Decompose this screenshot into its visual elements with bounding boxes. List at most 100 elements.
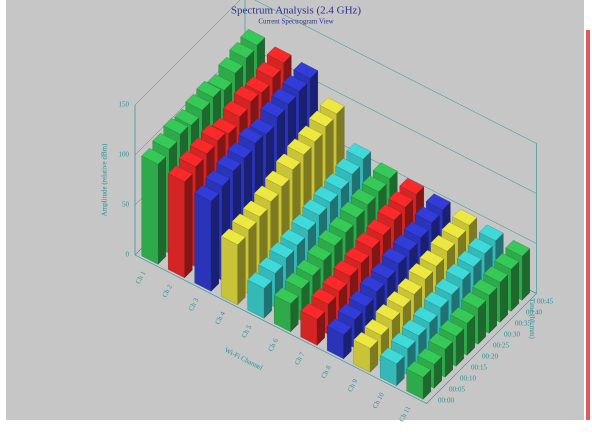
bar-side xyxy=(488,287,497,334)
bar-top xyxy=(423,291,449,308)
bar-top xyxy=(174,109,200,126)
bar xyxy=(273,287,299,333)
bar-top xyxy=(456,250,482,267)
bar-top xyxy=(328,216,354,233)
bar-top xyxy=(322,275,348,292)
bar-top xyxy=(401,319,427,336)
bar-top xyxy=(505,240,531,257)
z-axis-title: Time (hh:mm) xyxy=(528,298,536,339)
bar-top xyxy=(249,118,275,135)
edge-bar xyxy=(586,30,590,420)
bar-top xyxy=(346,143,372,160)
bar-top xyxy=(152,133,178,150)
bar-top xyxy=(386,291,412,308)
bar-top xyxy=(293,62,319,79)
z-tick-label: 00:35 xyxy=(515,320,531,328)
bar-top xyxy=(286,138,312,155)
bar-top xyxy=(258,257,284,274)
bar-top xyxy=(366,219,392,236)
bar-top xyxy=(361,175,387,192)
bar-top xyxy=(450,307,476,324)
bar-top xyxy=(244,76,270,93)
bar-front xyxy=(221,236,238,306)
bar-top xyxy=(311,288,337,305)
bar-top xyxy=(163,118,189,135)
bar-top xyxy=(308,110,334,127)
bar xyxy=(326,318,352,360)
y-tick-label: 100 xyxy=(119,151,130,159)
bar-top xyxy=(185,94,211,111)
chart-title: Spectrum Analysis (2.4 GHz) xyxy=(231,5,361,17)
bar-top xyxy=(350,188,376,205)
bar-top xyxy=(271,88,297,105)
bar-top xyxy=(483,266,509,283)
chart-subtitle: Current Spectrogram View xyxy=(258,18,334,26)
bar-top xyxy=(233,85,259,102)
bar-top xyxy=(326,318,352,335)
bar-top xyxy=(388,191,414,208)
bar-top xyxy=(218,57,244,74)
z-tick-label: 00:10 xyxy=(460,375,476,383)
bar-top xyxy=(216,155,242,172)
bar-top xyxy=(291,214,317,231)
bar-top xyxy=(302,199,328,216)
bar-top xyxy=(229,42,255,59)
bar-top xyxy=(337,303,363,320)
bar-top xyxy=(339,201,365,218)
bar-top xyxy=(403,221,429,238)
bar-side xyxy=(157,156,166,265)
bar-top xyxy=(408,263,434,280)
bar xyxy=(141,148,167,265)
y-tick-label: 50 xyxy=(122,201,130,209)
bar-top xyxy=(196,81,222,98)
bar-top xyxy=(141,148,167,165)
bar-top xyxy=(439,320,465,337)
bar-top xyxy=(189,137,215,154)
bar-top xyxy=(284,272,310,289)
bar-front xyxy=(141,155,159,265)
bar-top xyxy=(247,272,273,289)
bar-top xyxy=(417,348,443,365)
z-tick-label: 00:25 xyxy=(493,342,509,350)
bar-top xyxy=(238,127,264,144)
bar-top xyxy=(207,74,233,91)
bar-side xyxy=(210,193,219,292)
grid-line xyxy=(134,0,537,144)
bar-top xyxy=(282,75,308,92)
bar xyxy=(353,332,379,373)
bar xyxy=(194,185,220,292)
bar-top xyxy=(359,275,385,292)
z-tick-label: 00:45 xyxy=(537,298,553,306)
bar xyxy=(220,228,246,306)
bar xyxy=(300,303,326,346)
bar-top xyxy=(372,162,398,179)
bar-top xyxy=(461,292,487,309)
bar-front xyxy=(168,173,185,279)
y-tick-label: 150 xyxy=(119,101,130,109)
bar-top xyxy=(227,142,253,159)
bar-top xyxy=(355,232,381,249)
bar-top xyxy=(381,247,407,264)
bar-top xyxy=(441,222,467,239)
bar-top xyxy=(406,361,432,378)
bar-top xyxy=(313,186,339,203)
bar xyxy=(167,165,193,279)
bar-top xyxy=(260,101,286,118)
bar-top xyxy=(353,332,379,349)
bar-top xyxy=(397,278,423,295)
bar-top xyxy=(178,150,204,167)
bar-top xyxy=(264,170,290,187)
bar xyxy=(247,272,273,319)
z-tick-label: 00:40 xyxy=(526,309,542,317)
bar-top xyxy=(242,200,268,217)
bar-top xyxy=(220,228,246,245)
bar-top xyxy=(364,319,390,336)
bar-side xyxy=(521,248,530,301)
bar-top xyxy=(399,178,425,195)
bar-top xyxy=(452,209,478,226)
bar-top xyxy=(253,185,279,202)
y-tick-label: 0 xyxy=(126,251,130,259)
bar-top xyxy=(375,304,401,321)
